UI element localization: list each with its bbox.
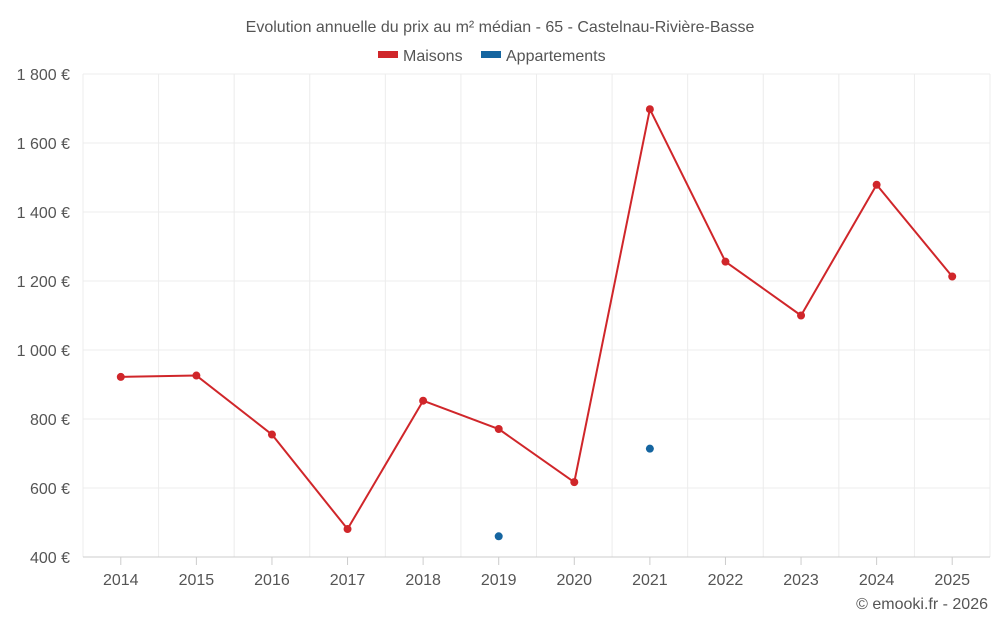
legend-swatch-maisons [378, 51, 398, 58]
credit-text: © emooki.fr - 2026 [856, 596, 988, 613]
x-tick-label: 2014 [103, 572, 139, 589]
data-point-maisons[interactable] [645, 105, 654, 114]
y-tick-label: 600 € [30, 481, 70, 498]
axes: 400 € 600 € 800 € 1 000 € 1 200 € 1 400 € 1 60… [17, 67, 990, 589]
data-point-maisons[interactable] [267, 430, 276, 439]
x-tick-label: 2017 [330, 572, 366, 589]
data-point-maisons[interactable] [419, 396, 428, 405]
data-point-maisons[interactable] [948, 272, 957, 281]
y-tick-label: 1 000 € [17, 343, 70, 360]
data-point-maisons[interactable] [494, 425, 503, 434]
x-tick-label: 2018 [405, 572, 441, 589]
data-point-maisons[interactable] [721, 257, 730, 266]
x-tick-label: 2016 [254, 572, 290, 589]
data-point-appartements[interactable] [494, 532, 503, 541]
data-point-appartements[interactable] [645, 444, 654, 453]
y-tick-label: 400 € [30, 550, 70, 567]
legend-label-maisons[interactable]: Maisons [403, 48, 463, 65]
y-tick-label: 1 200 € [17, 274, 70, 291]
y-tick-label: 1 800 € [17, 67, 70, 84]
x-tick-label: 2021 [632, 572, 668, 589]
chart-title: Evolution annuelle du prix au m² médian … [246, 19, 755, 36]
x-tick-label: 2019 [481, 572, 517, 589]
data-point-maisons[interactable] [192, 371, 201, 380]
data-point-maisons[interactable] [343, 525, 352, 534]
y-tick-label: 800 € [30, 412, 70, 429]
data-point-maisons[interactable] [570, 478, 579, 487]
x-tick-label: 2020 [556, 572, 592, 589]
series-line-maisons [120, 108, 953, 531]
x-tick-label: 2025 [934, 572, 970, 589]
x-tick-label: 2022 [708, 572, 744, 589]
legend-swatch-appartements [481, 51, 501, 58]
y-tick-label: 1 600 € [17, 136, 70, 153]
data-point-maisons[interactable] [872, 180, 881, 189]
data-point-maisons[interactable] [116, 372, 125, 381]
grid [82, 73, 991, 557]
legend: Maisons Appartements [378, 48, 606, 65]
x-tick-label: 2023 [783, 572, 819, 589]
data-point-maisons[interactable] [797, 311, 806, 320]
x-tick-label: 2015 [179, 572, 215, 589]
legend-label-appartements[interactable]: Appartements [506, 48, 606, 65]
y-tick-label: 1 400 € [17, 205, 70, 222]
series [116, 105, 957, 541]
x-tick-label: 2024 [859, 572, 895, 589]
